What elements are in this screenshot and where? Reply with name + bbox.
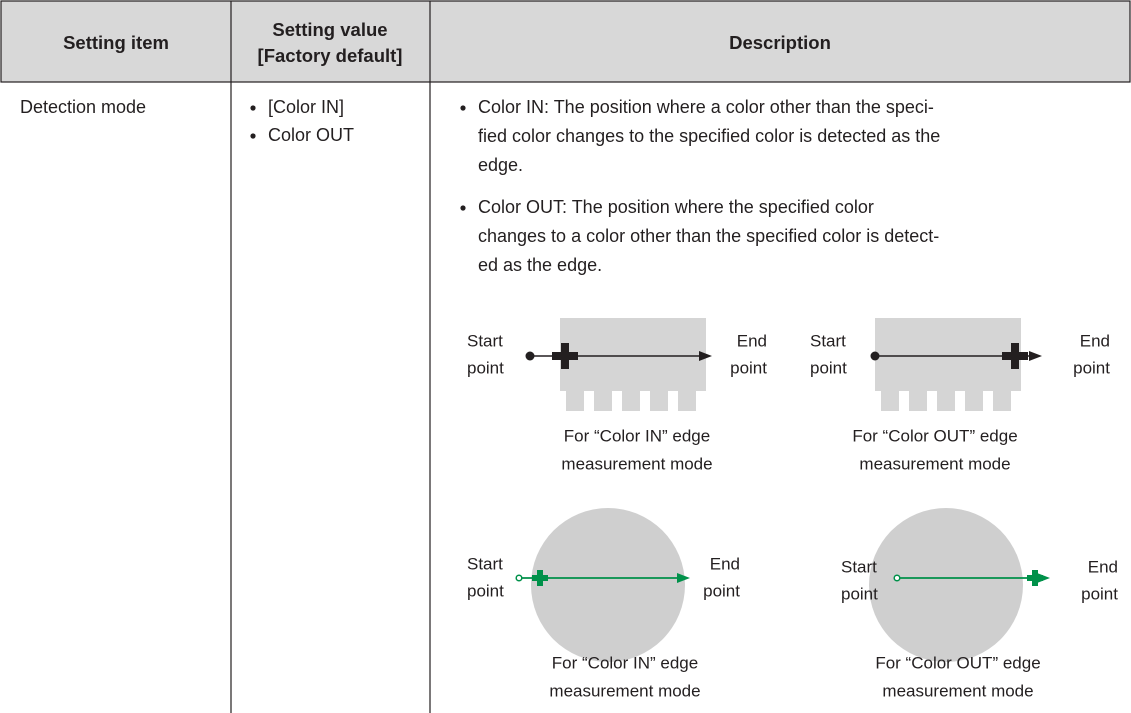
setting-value: [Color IN]: [268, 97, 344, 117]
workpiece-tooth: [909, 391, 927, 411]
end-label: point: [1081, 584, 1118, 603]
bullet: [460, 105, 466, 111]
header-cell: Setting item: [63, 32, 169, 53]
workpiece-tooth: [566, 391, 584, 411]
workpiece-tooth: [993, 391, 1011, 411]
workpiece-tooth: [594, 391, 612, 411]
figure-caption: measurement mode: [561, 454, 712, 473]
start-label: Start: [841, 557, 877, 576]
workpiece-tooth: [678, 391, 696, 411]
workpiece: [531, 508, 685, 662]
description-line: Color OUT: The position where the specif…: [478, 197, 874, 217]
setting-item: Detection mode: [20, 97, 146, 117]
description-line: edge.: [478, 155, 523, 175]
start-label: point: [467, 581, 504, 600]
workpiece: [875, 318, 1021, 391]
end-label: End: [737, 331, 767, 350]
workpiece-tooth: [622, 391, 640, 411]
arrowhead: [699, 351, 712, 361]
end-label: point: [703, 581, 740, 600]
bullet: [250, 133, 256, 139]
edge-marker: [1002, 343, 1028, 369]
description-line: changes to a color other than the specif…: [478, 226, 939, 246]
figure-caption: For “Color IN” edge: [552, 653, 698, 672]
start-dot: [515, 574, 523, 582]
start-dot: [870, 351, 880, 361]
edge-marker: [1027, 570, 1043, 586]
start-label: point: [810, 358, 847, 377]
start-label: Start: [467, 331, 503, 350]
end-label: point: [1073, 358, 1110, 377]
end-label: End: [1088, 557, 1118, 576]
figure-caption: For “Color OUT” edge: [852, 426, 1017, 445]
header-cell: Setting value: [272, 19, 387, 40]
start-label: Start: [467, 554, 503, 573]
description-line: Color IN: The position where a color oth…: [478, 97, 934, 117]
start-label: point: [467, 358, 504, 377]
end-label: End: [710, 554, 740, 573]
edge-marker: [532, 570, 548, 586]
start-label: Start: [810, 331, 846, 350]
arrowhead: [1029, 351, 1042, 361]
figure-caption: For “Color OUT” edge: [875, 653, 1040, 672]
description-line: ed as the edge.: [478, 255, 602, 275]
workpiece: [869, 508, 1023, 662]
workpiece-tooth: [965, 391, 983, 411]
description-line: fied color changes to the specified colo…: [478, 126, 940, 146]
start-dot: [525, 351, 535, 361]
figure-caption: measurement mode: [549, 681, 700, 700]
bullet: [250, 105, 256, 111]
header-cell: [Factory default]: [258, 45, 403, 66]
bullet: [460, 205, 466, 211]
end-label: End: [1080, 331, 1110, 350]
edge-marker: [552, 343, 578, 369]
figure-caption: measurement mode: [882, 681, 1033, 700]
header-row: [0, 0, 1131, 83]
end-label: point: [730, 358, 767, 377]
workpiece-tooth: [937, 391, 955, 411]
figure-caption: measurement mode: [859, 454, 1010, 473]
start-label: point: [841, 584, 878, 603]
start-dot: [893, 574, 901, 582]
workpiece-tooth: [650, 391, 668, 411]
figure-caption: For “Color IN” edge: [564, 426, 710, 445]
workpiece-tooth: [881, 391, 899, 411]
workpiece: [560, 318, 706, 391]
setting-value: Color OUT: [268, 125, 354, 145]
header-cell: Description: [729, 32, 831, 53]
arrowhead: [677, 573, 690, 583]
